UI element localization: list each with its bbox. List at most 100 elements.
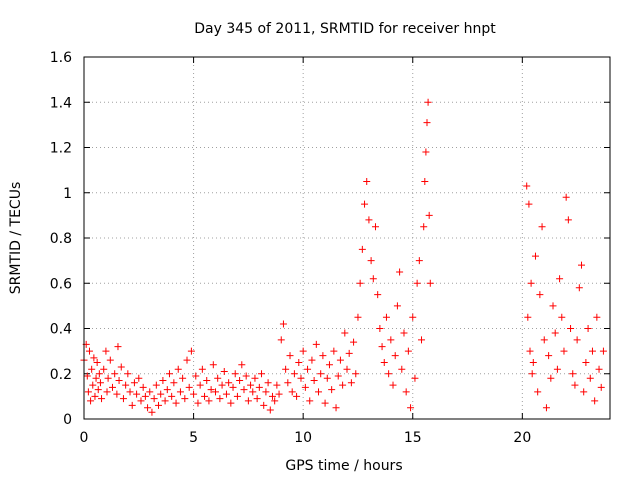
data-point — [207, 386, 215, 394]
data-point — [387, 336, 395, 344]
data-point — [398, 365, 406, 373]
data-point — [293, 392, 301, 400]
data-point — [88, 365, 96, 373]
data-point — [424, 98, 432, 106]
data-point — [560, 347, 568, 355]
data-point — [128, 401, 136, 409]
data-point — [124, 370, 132, 378]
data-point — [526, 347, 534, 355]
data-point — [567, 325, 575, 332]
data-point — [98, 395, 106, 403]
data-point — [290, 370, 298, 378]
data-point — [558, 313, 566, 321]
data-point — [115, 377, 123, 385]
data-point — [148, 408, 156, 416]
data-point — [299, 347, 307, 355]
data-point — [330, 347, 338, 355]
data-point — [334, 372, 342, 380]
data-point — [301, 383, 309, 391]
data-point — [233, 392, 241, 400]
data-point — [236, 377, 244, 385]
data-point — [93, 358, 101, 366]
data-point — [580, 388, 588, 396]
chart-title: Day 345 of 2011, SRMTID for receiver hnp… — [194, 21, 496, 37]
data-point — [595, 365, 603, 373]
data-point — [425, 211, 433, 219]
data-point — [343, 365, 351, 373]
data-point — [586, 374, 594, 382]
data-point — [573, 336, 581, 344]
data-point — [201, 392, 209, 400]
data-point — [163, 386, 171, 394]
data-point — [225, 379, 233, 387]
data-point — [218, 381, 226, 389]
data-point — [352, 370, 360, 378]
data-point — [179, 374, 187, 382]
data-point — [141, 392, 149, 400]
data-point — [152, 381, 160, 389]
data-point — [578, 261, 586, 269]
data-point — [119, 395, 127, 403]
data-point — [361, 200, 369, 208]
data-point — [84, 388, 92, 396]
data-point — [139, 383, 147, 391]
data-point — [527, 279, 535, 287]
data-point — [108, 383, 116, 391]
data-point — [575, 284, 583, 292]
data-point — [106, 356, 114, 364]
data-point — [295, 358, 303, 366]
data-point — [551, 329, 559, 337]
data-point — [588, 347, 596, 355]
data-point — [556, 275, 564, 283]
data-point — [150, 395, 158, 403]
data-point — [536, 291, 544, 299]
data-point — [553, 365, 561, 373]
data-point — [95, 370, 103, 378]
data-point — [315, 388, 323, 396]
data-point — [389, 381, 397, 389]
data-point — [144, 404, 152, 412]
data-point — [87, 397, 95, 405]
data-point — [229, 383, 237, 391]
data-point — [288, 388, 296, 396]
data-point — [376, 325, 384, 332]
data-point — [415, 257, 423, 265]
data-point — [374, 291, 382, 299]
data-point — [286, 352, 294, 360]
data-point — [323, 374, 331, 382]
data-point — [407, 404, 415, 412]
x-tick-label: 15 — [404, 430, 422, 446]
data-point — [277, 336, 285, 344]
data-point — [126, 388, 134, 396]
data-point — [187, 347, 195, 355]
data-point — [172, 399, 180, 407]
data-point — [244, 397, 252, 405]
data-point — [345, 349, 353, 357]
data-point — [354, 313, 362, 321]
data-point — [540, 336, 548, 344]
data-point — [91, 392, 99, 400]
data-point — [220, 367, 228, 375]
data-points — [80, 98, 607, 416]
data-point — [582, 358, 590, 366]
data-point — [597, 383, 605, 391]
data-point — [549, 302, 557, 310]
data-point — [103, 388, 111, 396]
data-point — [130, 379, 138, 387]
data-point — [279, 320, 287, 328]
data-point — [332, 404, 340, 412]
data-point — [571, 381, 579, 389]
data-point — [192, 372, 200, 380]
data-point — [209, 361, 217, 369]
data-point — [255, 383, 263, 391]
data-point — [170, 379, 178, 387]
data-point — [339, 381, 347, 389]
y-tick-label: 0.6 — [50, 276, 72, 292]
y-axis-label: SRMTID / TECUs — [8, 182, 24, 295]
data-point — [174, 365, 182, 373]
x-tick-label: 10 — [294, 430, 312, 446]
data-point — [89, 381, 97, 389]
data-point — [593, 313, 601, 321]
data-point — [133, 390, 141, 398]
